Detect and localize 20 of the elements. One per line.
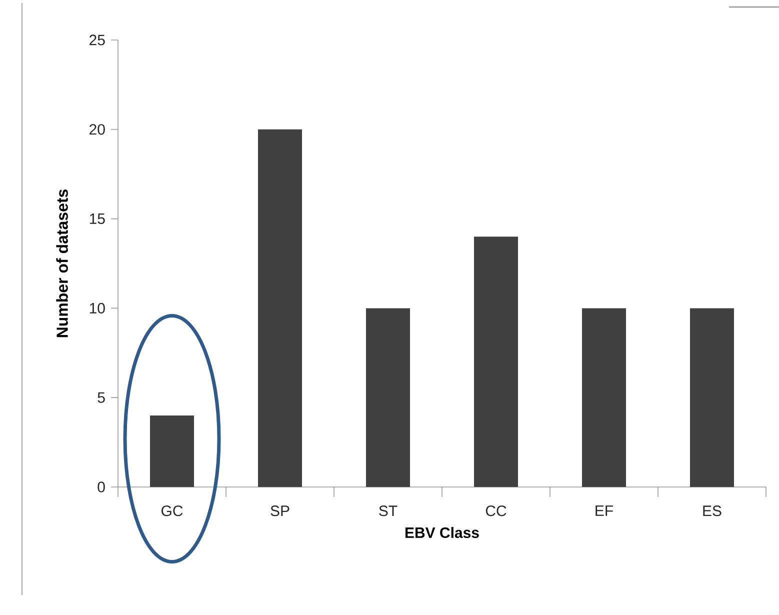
- x-tick-label: EF: [596, 506, 613, 516]
- y-axis-title: Number of datasets: [56, 189, 68, 338]
- y-tick-label: 0: [98, 482, 105, 492]
- x-tick-label: CC: [486, 506, 506, 516]
- y-tick-label: 25: [90, 34, 105, 46]
- x-tick-label: GC: [162, 506, 183, 516]
- y-tick-label: 15: [90, 214, 105, 224]
- y-tick-label: 20: [90, 124, 105, 135]
- bar: [366, 308, 410, 487]
- y-tick-label: 5: [98, 392, 105, 403]
- bar: [474, 236, 518, 487]
- x-tick-label: ST: [379, 506, 398, 516]
- bar: [258, 129, 302, 487]
- bar: [582, 308, 626, 487]
- y-tick-label: 10: [90, 302, 105, 314]
- x-tick-label: SP: [270, 506, 290, 516]
- x-tick-label: ES: [703, 506, 722, 516]
- x-axis-title: EBV Class: [405, 527, 479, 538]
- bar: [150, 415, 194, 487]
- bar: [690, 308, 734, 487]
